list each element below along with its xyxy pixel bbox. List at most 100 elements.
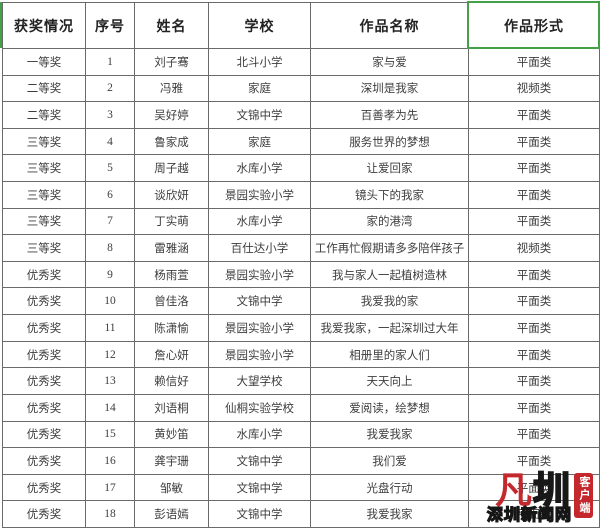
cell-name[interactable]: 丁实萌 (134, 207, 209, 236)
cell-name[interactable]: 彭语嫣 (134, 500, 209, 528)
cell-school[interactable]: 景园实验小学 (208, 181, 311, 209)
cell-no[interactable]: 9 (85, 260, 135, 289)
cell-title[interactable]: 我爱我的家 (310, 287, 469, 316)
cell-form[interactable]: 平面类 (468, 473, 600, 502)
cell-name[interactable]: 龚宇珊 (134, 447, 209, 475)
cell-no[interactable]: 10 (85, 287, 135, 316)
cell-form[interactable]: 平面类 (468, 207, 600, 236)
cell-no[interactable]: 8 (85, 234, 135, 262)
cell-name[interactable]: 鲁家成 (134, 127, 209, 156)
cell-no[interactable]: 4 (85, 127, 135, 156)
cell-school[interactable]: 仙桐实验学校 (208, 393, 311, 422)
cell-title[interactable]: 我与家人一起植树造林 (310, 260, 469, 289)
cell-name[interactable]: 刘子骞 (134, 48, 209, 76)
cell-no[interactable]: 16 (85, 447, 135, 475)
cell-title[interactable]: 让爱回家 (310, 154, 469, 183)
cell-form[interactable]: 平面类 (468, 367, 600, 395)
cell-school[interactable]: 景园实验小学 (208, 260, 311, 289)
cell-title[interactable]: 镜头下的我家 (310, 181, 469, 209)
cell-award[interactable]: 优秀奖 (2, 473, 86, 502)
cell-form[interactable]: 平面类 (468, 127, 600, 156)
cell-title[interactable]: 我爱我家 (310, 420, 469, 449)
cell-title[interactable]: 我爱我家 (310, 500, 469, 528)
cell-title[interactable]: 相册里的家人们 (310, 340, 469, 369)
cell-award[interactable]: 优秀奖 (2, 287, 86, 316)
cell-no[interactable]: 6 (85, 181, 135, 209)
cell-award[interactable]: 优秀奖 (2, 314, 86, 342)
column-header-name[interactable]: 姓名 (134, 2, 209, 49)
cell-no[interactable]: 18 (85, 500, 135, 528)
cell-school[interactable]: 文锦中学 (208, 500, 311, 528)
cell-school[interactable]: 文锦中学 (208, 447, 311, 475)
cell-name[interactable]: 周子越 (134, 154, 209, 183)
cell-name[interactable]: 曾佳洛 (134, 287, 209, 316)
cell-award[interactable]: 三等奖 (2, 127, 86, 156)
cell-name[interactable]: 陈潇愉 (134, 314, 209, 342)
cell-school[interactable]: 百仕达小学 (208, 234, 311, 262)
cell-title[interactable]: 家与爱 (310, 48, 469, 76)
cell-school[interactable]: 文锦中学 (208, 287, 311, 316)
cell-name[interactable]: 雷雅涵 (134, 234, 209, 262)
cell-school[interactable]: 水库小学 (208, 420, 311, 449)
cell-title[interactable]: 我们爱 (310, 447, 469, 475)
cell-no[interactable]: 12 (85, 340, 135, 369)
cell-school[interactable]: 家庭 (208, 127, 311, 156)
cell-award[interactable]: 三等奖 (2, 234, 86, 262)
cell-title[interactable]: 爱阅读，绘梦想 (310, 393, 469, 422)
cell-no[interactable]: 14 (85, 393, 135, 422)
cell-award[interactable]: 优秀奖 (2, 260, 86, 289)
cell-form[interactable]: 平面类 (468, 447, 600, 475)
cell-award[interactable]: 三等奖 (2, 181, 86, 209)
cell-title[interactable]: 光盘行动 (310, 473, 469, 502)
cell-name[interactable]: 冯雅 (134, 74, 209, 103)
cell-title[interactable]: 百善孝为先 (310, 101, 469, 129)
cell-school[interactable]: 文锦中学 (208, 473, 311, 502)
cell-school[interactable]: 景园实验小学 (208, 340, 311, 369)
cell-award[interactable]: 一等奖 (2, 48, 86, 76)
cell-title[interactable]: 天天向上 (310, 367, 469, 395)
cell-form[interactable]: 平面类 (468, 101, 600, 129)
cell-school[interactable]: 大望学校 (208, 367, 311, 395)
cell-award[interactable]: 二等奖 (2, 101, 86, 129)
cell-form[interactable]: 平面类 (468, 393, 600, 422)
cell-award[interactable]: 三等奖 (2, 207, 86, 236)
column-header-title[interactable]: 作品名称 (310, 2, 469, 49)
cell-school[interactable]: 水库小学 (208, 207, 311, 236)
cell-no[interactable]: 3 (85, 101, 135, 129)
cell-award[interactable]: 二等奖 (2, 74, 86, 103)
cell-name[interactable]: 詹心妍 (134, 340, 209, 369)
cell-no[interactable]: 11 (85, 314, 135, 342)
cell-no[interactable]: 1 (85, 48, 135, 76)
cell-form[interactable]: 平面类 (468, 340, 600, 369)
cell-award[interactable]: 三等奖 (2, 154, 86, 183)
cell-name[interactable]: 谈欣妍 (134, 181, 209, 209)
cell-no[interactable]: 5 (85, 154, 135, 183)
cell-name[interactable]: 杨雨萱 (134, 260, 209, 289)
column-header-no[interactable]: 序号 (85, 2, 135, 49)
cell-title[interactable]: 服务世界的梦想 (310, 127, 469, 156)
cell-form[interactable]: 平面类 (468, 48, 600, 76)
cell-no[interactable]: 17 (85, 473, 135, 502)
column-header-form[interactable]: 作品形式 (468, 2, 600, 49)
cell-name[interactable]: 刘语桐 (134, 393, 209, 422)
cell-award[interactable]: 优秀奖 (2, 447, 86, 475)
cell-title[interactable]: 深圳是我家 (310, 74, 469, 103)
cell-form[interactable]: 平面类 (468, 260, 600, 289)
cell-award[interactable]: 优秀奖 (2, 500, 86, 528)
cell-no[interactable]: 13 (85, 367, 135, 395)
cell-award[interactable]: 优秀奖 (2, 420, 86, 449)
cell-title[interactable]: 家的港湾 (310, 207, 469, 236)
cell-name[interactable]: 赖信好 (134, 367, 209, 395)
cell-name[interactable]: 黄妙笛 (134, 420, 209, 449)
cell-name[interactable]: 吴好婷 (134, 101, 209, 129)
cell-award[interactable]: 优秀奖 (2, 367, 86, 395)
cell-no[interactable]: 7 (85, 207, 135, 236)
column-header-school[interactable]: 学校 (208, 2, 311, 49)
column-header-award[interactable]: 获奖情况 (2, 2, 86, 49)
cell-form[interactable]: 视频类 (468, 234, 600, 262)
cell-school[interactable]: 家庭 (208, 74, 311, 103)
cell-form[interactable]: 平面类 (468, 500, 600, 528)
cell-form[interactable]: 平面类 (468, 420, 600, 449)
cell-title[interactable]: 工作再忙假期请多多陪伴孩子 (310, 234, 469, 262)
cell-no[interactable]: 15 (85, 420, 135, 449)
